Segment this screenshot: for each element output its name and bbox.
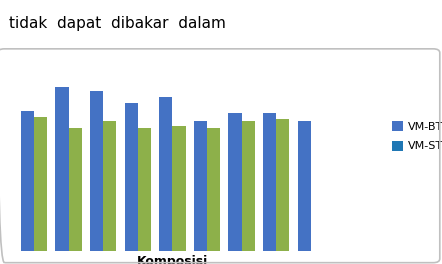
Legend: VM-BT, VM-ST: VM-BT, VM-ST bbox=[388, 118, 442, 155]
Bar bbox=[207, 128, 220, 251]
Bar bbox=[276, 119, 290, 251]
Bar bbox=[242, 121, 255, 251]
Bar bbox=[55, 87, 69, 251]
Bar bbox=[34, 117, 47, 251]
Text: tidak  dapat  dibakar  dalam: tidak dapat dibakar dalam bbox=[9, 16, 226, 31]
Bar bbox=[297, 121, 311, 251]
Bar bbox=[159, 97, 172, 251]
X-axis label: Komposisi: Komposisi bbox=[137, 255, 208, 264]
Bar bbox=[194, 121, 207, 251]
Bar bbox=[103, 121, 116, 251]
Bar bbox=[138, 128, 151, 251]
Bar bbox=[21, 111, 34, 251]
Bar bbox=[90, 91, 103, 251]
Bar bbox=[125, 103, 138, 251]
Bar bbox=[229, 113, 242, 251]
Bar bbox=[69, 128, 82, 251]
Bar bbox=[263, 113, 276, 251]
Bar bbox=[172, 126, 186, 251]
